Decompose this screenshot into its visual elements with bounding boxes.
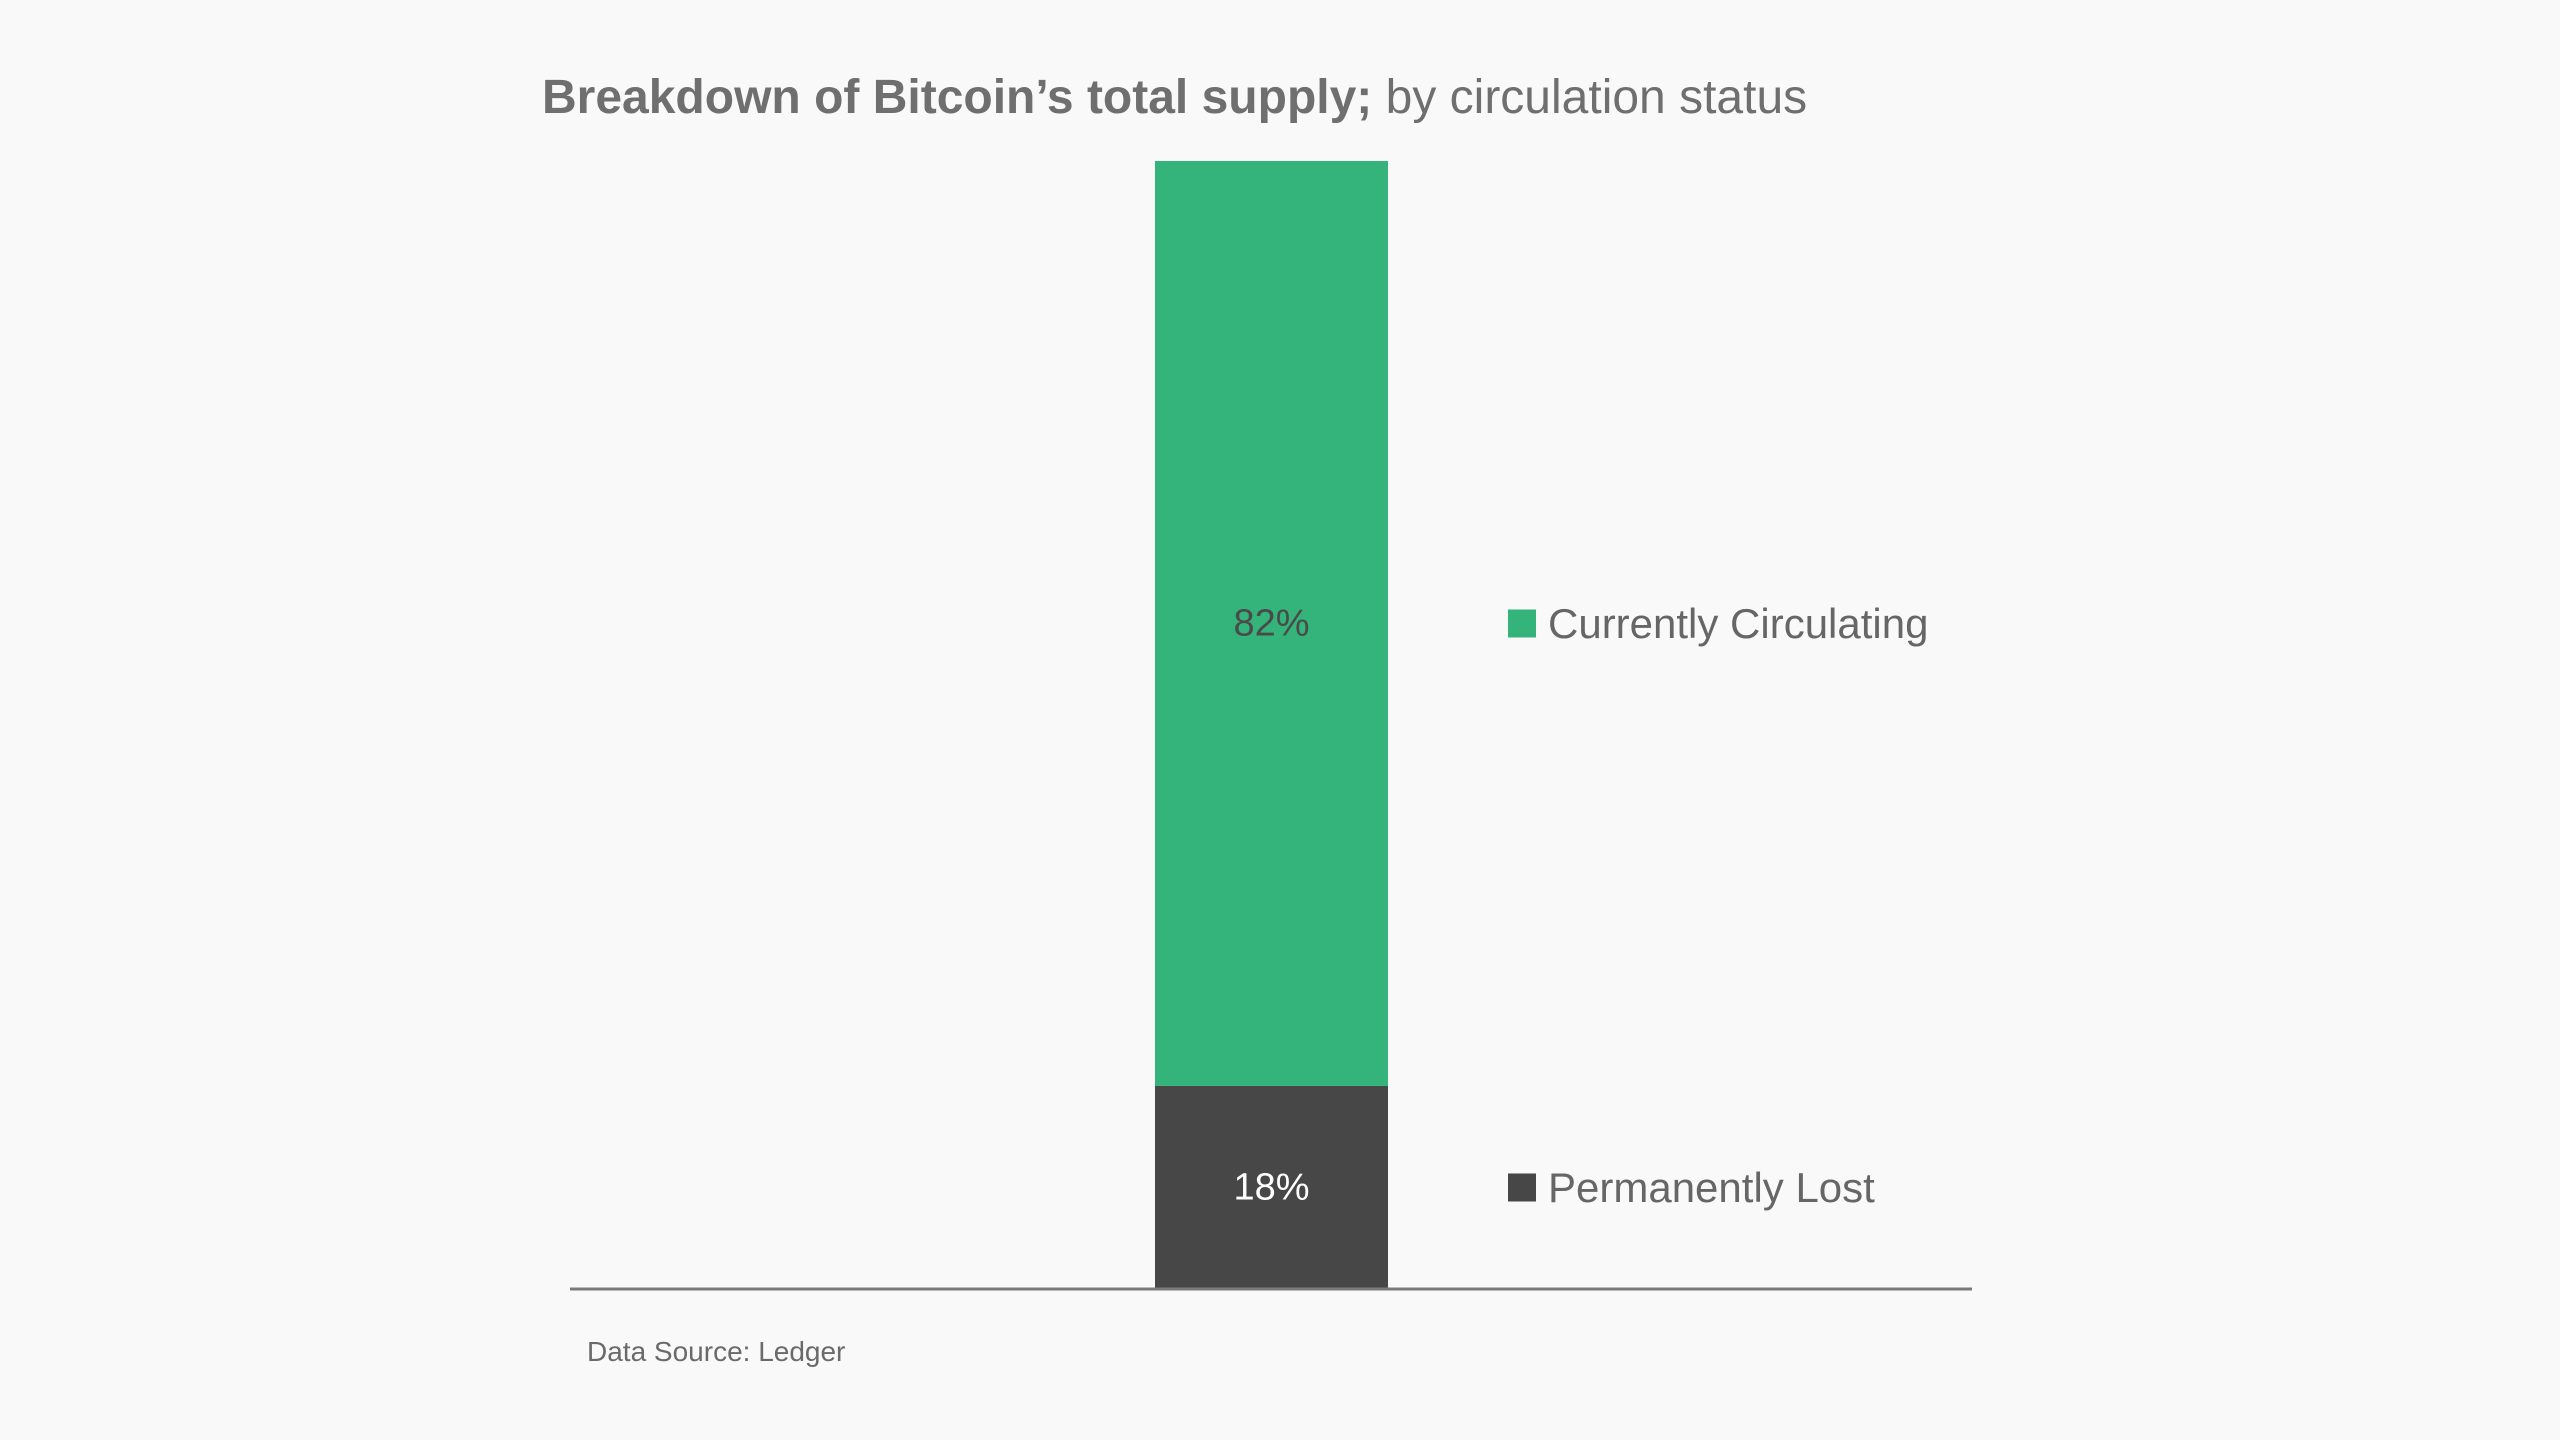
legend-swatch-currently-circulating xyxy=(1508,609,1536,638)
legend-swatch-permanently-lost xyxy=(1508,1173,1536,1202)
legend-label-currently-circulating: Currently Circulating xyxy=(1548,600,1928,647)
bar-segment-permanently-lost xyxy=(1155,1085,1388,1289)
bar-segment-currently-circulating xyxy=(1155,161,1388,1086)
data-label-permanently-lost: 18% xyxy=(1233,1166,1309,1208)
legend-label-permanently-lost: Permanently Lost xyxy=(1548,1164,1875,1211)
chart-subtitle: by circulation status xyxy=(1385,71,1808,124)
chart-title: Breakdown of Bitcoin’s total supply; by … xyxy=(542,66,1807,130)
chart-title-main: Breakdown of Bitcoin’s total supply; xyxy=(542,71,1373,124)
data-label-currently-circulating: 82% xyxy=(1233,602,1309,644)
data-source-note: Data Source: Ledger xyxy=(587,1336,846,1367)
